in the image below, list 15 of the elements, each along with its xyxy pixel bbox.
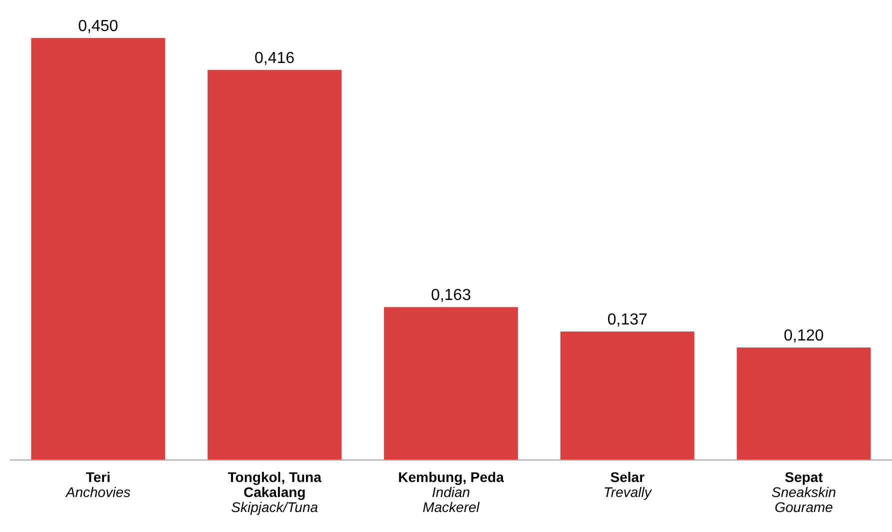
bar (31, 38, 166, 460)
x-tick-label: Tongkol, Tuna Cakalang Skipjack/Tuna (228, 469, 322, 515)
bar (208, 70, 342, 460)
data-label: 0,416 (254, 50, 295, 67)
data-label: 0,137 (607, 312, 648, 329)
x-tick-label: Selar Trevally (603, 469, 652, 500)
bar (384, 307, 518, 460)
data-label: 0,120 (784, 327, 824, 344)
x-tick-label: Sepat Sneakskin Gourame (772, 469, 836, 515)
x-tick-label: Kembung, Peda Indian Mackerel (398, 469, 504, 515)
x-tick-label: Teri Anchovies (64, 469, 130, 500)
data-label: 0,163 (430, 287, 472, 304)
bar (736, 347, 871, 460)
data-label: 0,450 (78, 18, 118, 35)
bar (560, 332, 694, 460)
